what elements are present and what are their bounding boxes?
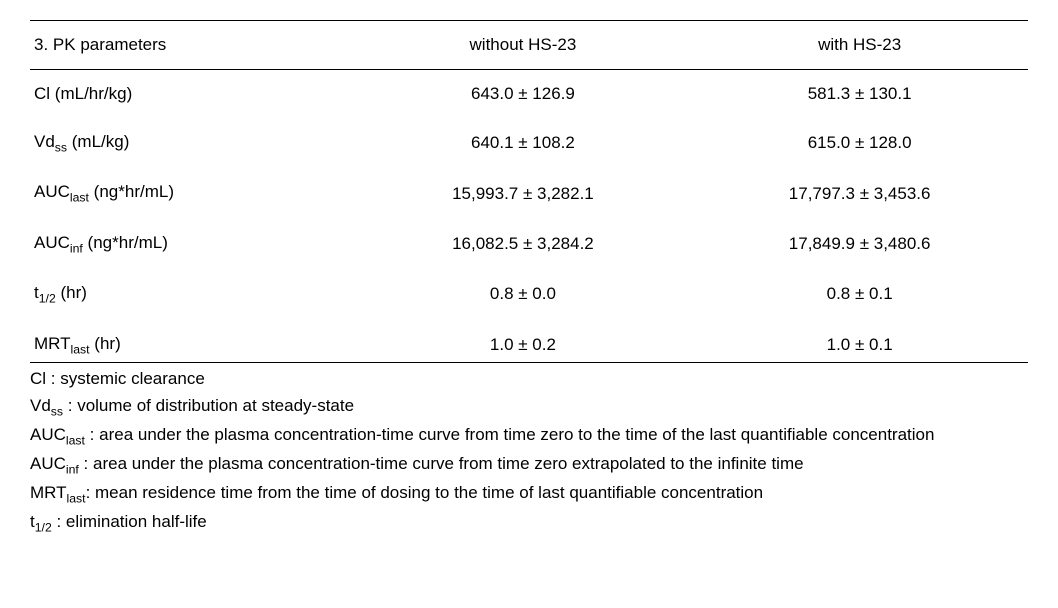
value-without: 1.0 ± 0.2 — [355, 320, 692, 363]
table-row: Cl (mL/hr/kg)643.0 ± 126.9581.3 ± 130.1 — [30, 70, 1028, 119]
table-row: AUClast (ng*hr/mL)15,993.7 ± 3,282.117,7… — [30, 168, 1028, 218]
param-sub: last — [71, 342, 90, 356]
footnote-text: : area under the plasma concentration-ti… — [85, 425, 935, 444]
value-with: 615.0 ± 128.0 — [691, 118, 1028, 168]
param-cell: Vdss (mL/kg) — [30, 118, 355, 168]
param-unit: (mL/hr/kg) — [50, 84, 132, 103]
footnote-sub: inf — [66, 462, 79, 476]
footnote-line: Vdss : volume of distribution at steady-… — [30, 394, 1028, 421]
param-main: Cl — [34, 84, 50, 103]
value-with: 0.8 ± 0.1 — [691, 269, 1028, 319]
footnotes: Cl : systemic clearanceVdss : volume of … — [30, 367, 1028, 537]
header-col-with: with HS-23 — [691, 21, 1028, 70]
value-with: 581.3 ± 130.1 — [691, 70, 1028, 119]
param-main: AUC — [34, 233, 70, 252]
param-sub: last — [70, 191, 89, 205]
footnote-symbol: Vd — [30, 396, 51, 415]
value-without: 15,993.7 ± 3,282.1 — [355, 168, 692, 218]
param-sub: inf — [70, 241, 83, 255]
value-without: 640.1 ± 108.2 — [355, 118, 692, 168]
param-cell: MRTlast (hr) — [30, 320, 355, 363]
value-with: 17,797.3 ± 3,453.6 — [691, 168, 1028, 218]
table-row: MRTlast (hr)1.0 ± 0.21.0 ± 0.1 — [30, 320, 1028, 363]
param-sub: ss — [55, 140, 67, 154]
footnote-text: : systemic clearance — [46, 369, 205, 388]
footnote-text: : elimination half-life — [52, 512, 207, 531]
param-main: Vd — [34, 132, 55, 151]
footnote-text: : volume of distribution at steady-state — [63, 396, 354, 415]
footnote-sub: ss — [51, 404, 63, 418]
footnote-symbol: Cl — [30, 369, 46, 388]
param-unit: (mL/kg) — [67, 132, 129, 151]
value-with: 17,849.9 ± 3,480.6 — [691, 219, 1028, 269]
param-sub: 1/2 — [39, 292, 56, 306]
value-with: 1.0 ± 0.1 — [691, 320, 1028, 363]
param-unit: (hr) — [90, 334, 121, 353]
param-cell: Cl (mL/hr/kg) — [30, 70, 355, 119]
footnote-sub: last — [66, 433, 85, 447]
value-without: 16,082.5 ± 3,284.2 — [355, 219, 692, 269]
footnote-symbol: AUC — [30, 454, 66, 473]
footnote-line: MRTlast: mean residence time from the ti… — [30, 481, 1028, 508]
param-unit: (ng*hr/mL) — [83, 233, 168, 252]
table-header-row: 3. PK parameters without HS-23 with HS-2… — [30, 21, 1028, 70]
param-cell: AUClast (ng*hr/mL) — [30, 168, 355, 218]
param-cell: t1/2 (hr) — [30, 269, 355, 319]
pk-parameters-table: 3. PK parameters without HS-23 with HS-2… — [30, 20, 1028, 363]
header-title-rest: PK parameters — [53, 35, 166, 54]
footnote-symbol: AUC — [30, 425, 66, 444]
footnote-text: : mean residence time from the time of d… — [86, 483, 764, 502]
footnote-line: AUCinf : area under the plasma concentra… — [30, 452, 1028, 479]
footnote-line: t1/2 : elimination half-life — [30, 510, 1028, 537]
param-unit: (ng*hr/mL) — [89, 182, 174, 201]
header-title: 3. PK parameters — [30, 21, 355, 70]
table-row: AUCinf (ng*hr/mL)16,082.5 ± 3,284.217,84… — [30, 219, 1028, 269]
table-row: Vdss (mL/kg)640.1 ± 108.2615.0 ± 128.0 — [30, 118, 1028, 168]
footnote-line: Cl : systemic clearance — [30, 367, 1028, 392]
param-main: MRT — [34, 334, 71, 353]
value-without: 643.0 ± 126.9 — [355, 70, 692, 119]
header-col-without: without HS-23 — [355, 21, 692, 70]
param-cell: AUCinf (ng*hr/mL) — [30, 219, 355, 269]
footnote-line: AUClast : area under the plasma concentr… — [30, 423, 1028, 450]
value-without: 0.8 ± 0.0 — [355, 269, 692, 319]
footnote-sub: last — [67, 491, 86, 505]
table-row: t1/2 (hr)0.8 ± 0.00.8 ± 0.1 — [30, 269, 1028, 319]
param-main: AUC — [34, 182, 70, 201]
param-unit: (hr) — [56, 283, 87, 302]
footnote-text: : area under the plasma concentration-ti… — [79, 454, 804, 473]
footnote-sub: 1/2 — [35, 520, 52, 534]
footnote-symbol: MRT — [30, 483, 67, 502]
header-title-prefix: 3. — [34, 35, 48, 54]
